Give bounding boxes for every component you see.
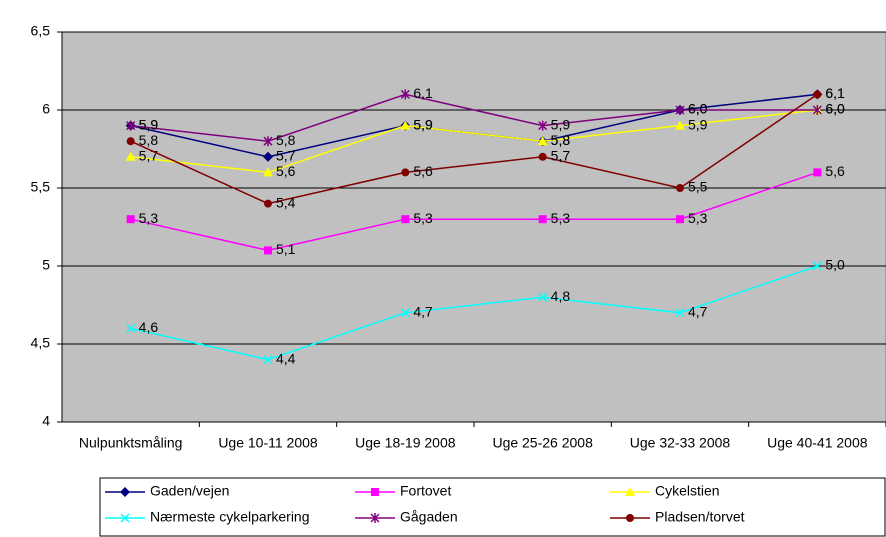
data-label: 5,9 bbox=[413, 116, 433, 132]
data-label: 5,3 bbox=[413, 210, 433, 226]
data-label: 5,3 bbox=[688, 210, 708, 226]
marker bbox=[400, 120, 411, 130]
legend-label: Fortovet bbox=[400, 483, 451, 499]
marker bbox=[675, 120, 685, 130]
data-label: 4,6 bbox=[139, 319, 159, 335]
data-label: 5,6 bbox=[413, 163, 433, 179]
plot-area bbox=[61, 31, 886, 423]
marker bbox=[400, 89, 410, 100]
x-tick-label: Uge 10-11 2008 bbox=[218, 435, 318, 451]
marker bbox=[125, 151, 136, 161]
x-tick-label: Uge 25-26 2008 bbox=[492, 435, 593, 451]
marker bbox=[625, 487, 635, 496]
x-tick-label: Nulpunktsmåling bbox=[79, 435, 183, 451]
marker bbox=[626, 514, 634, 522]
marker bbox=[813, 168, 822, 177]
data-label: 5,3 bbox=[551, 210, 571, 226]
legend-label: Pladsen/torvet bbox=[655, 509, 745, 525]
legend-label: Cykelstien bbox=[655, 483, 720, 499]
data-label: 5,8 bbox=[276, 132, 296, 148]
marker bbox=[676, 215, 684, 224]
data-label: 5,6 bbox=[276, 163, 296, 179]
legend-label: Gaden/vejen bbox=[150, 483, 229, 499]
marker bbox=[264, 246, 272, 255]
marker bbox=[538, 292, 548, 302]
data-label: 5,8 bbox=[139, 132, 159, 148]
data-label: 6,0 bbox=[688, 101, 708, 117]
data-label: 6,1 bbox=[413, 85, 433, 101]
marker bbox=[675, 105, 685, 115]
y-tick-label: 4 bbox=[42, 413, 50, 429]
series-line bbox=[130, 265, 818, 361]
marker bbox=[537, 136, 548, 146]
data-label: 4,4 bbox=[276, 350, 296, 366]
marker bbox=[263, 167, 273, 177]
data-label: 5,7 bbox=[551, 148, 571, 164]
marker bbox=[264, 199, 272, 208]
x-tick-label: Uge 18-19 2008 bbox=[355, 435, 456, 451]
data-label: 4,8 bbox=[551, 288, 571, 304]
data-label: 4,7 bbox=[688, 304, 708, 320]
marker bbox=[126, 215, 135, 224]
marker bbox=[126, 323, 136, 333]
marker bbox=[263, 355, 273, 365]
marker bbox=[126, 120, 136, 131]
data-label: 5,6 bbox=[825, 163, 845, 179]
data-label: 6,0 bbox=[825, 101, 845, 117]
marker bbox=[400, 308, 410, 318]
y-tick-label: 6,5 bbox=[31, 23, 51, 39]
data-label: 5,3 bbox=[139, 210, 159, 226]
legend-label: Nærmeste cykelparkering bbox=[150, 509, 310, 525]
marker bbox=[538, 152, 547, 161]
marker bbox=[676, 184, 684, 192]
data-label: 6,1 bbox=[825, 85, 845, 101]
marker bbox=[675, 308, 685, 318]
marker bbox=[401, 215, 410, 224]
data-label: 6,0 bbox=[825, 101, 845, 117]
marker bbox=[263, 136, 273, 147]
series-line bbox=[130, 171, 818, 252]
series-line bbox=[130, 93, 818, 142]
x-tick-label: Uge 40-41 2008 bbox=[767, 435, 868, 451]
data-label: 5,9 bbox=[688, 116, 708, 132]
marker bbox=[538, 120, 548, 131]
marker bbox=[538, 215, 547, 224]
series-line bbox=[130, 93, 818, 205]
data-label: 5,7 bbox=[276, 148, 296, 164]
data-label: 4,7 bbox=[413, 304, 433, 320]
series-line bbox=[130, 109, 818, 174]
marker bbox=[263, 151, 273, 162]
data-label: 5,9 bbox=[551, 116, 571, 132]
marker bbox=[812, 261, 822, 271]
data-label: 5,1 bbox=[276, 241, 296, 257]
data-label: 6,1 bbox=[825, 85, 845, 101]
marker bbox=[812, 105, 822, 115]
y-tick-label: 5,5 bbox=[31, 179, 51, 195]
data-label: 6,0 bbox=[688, 101, 708, 117]
marker bbox=[120, 487, 130, 497]
data-label: 5,9 bbox=[139, 116, 159, 132]
marker bbox=[401, 168, 410, 177]
y-tick-label: 4,5 bbox=[31, 335, 51, 351]
legend bbox=[99, 477, 886, 537]
marker bbox=[120, 513, 130, 523]
data-label: 5,8 bbox=[551, 132, 571, 148]
data-label: 5,5 bbox=[688, 179, 708, 195]
y-tick-label: 5 bbox=[42, 257, 50, 273]
marker bbox=[813, 90, 822, 99]
marker bbox=[126, 137, 135, 146]
data-label: 5,4 bbox=[276, 194, 296, 210]
marker bbox=[371, 488, 379, 496]
y-tick-label: 6 bbox=[42, 101, 50, 117]
marker bbox=[370, 513, 380, 523]
legend-label: Gågaden bbox=[400, 509, 458, 525]
x-tick-label: Uge 32-33 2008 bbox=[630, 435, 731, 451]
data-label: 5,0 bbox=[825, 257, 845, 273]
